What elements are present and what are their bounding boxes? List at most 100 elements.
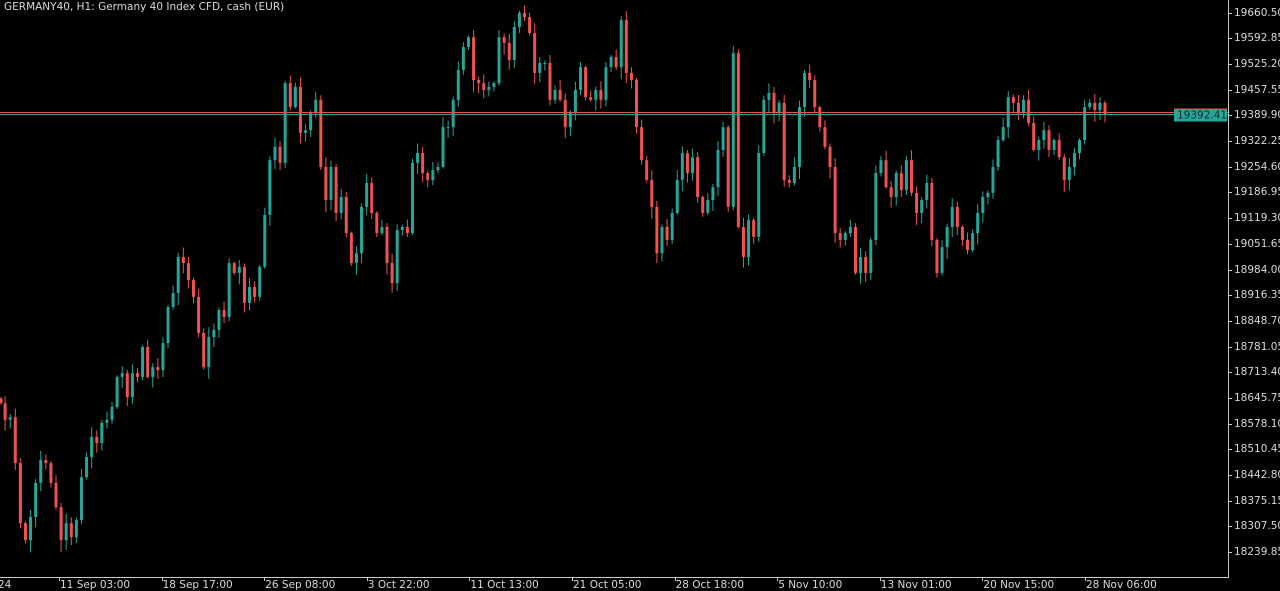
bull-candle <box>34 479 38 528</box>
bear-candle <box>833 158 837 243</box>
candle-body <box>176 256 180 294</box>
candle-body <box>451 99 455 128</box>
bull-candle <box>981 191 985 223</box>
candle-body <box>441 127 445 168</box>
candle-body <box>955 206 959 227</box>
bear-candle <box>319 95 323 171</box>
candle-body <box>522 12 526 18</box>
bull-candle <box>141 345 145 381</box>
candle-body <box>1037 140 1041 150</box>
price-axis[interactable] <box>1228 0 1229 578</box>
candle-body <box>64 523 68 541</box>
candle-body <box>416 152 420 163</box>
candle-body <box>1016 102 1020 114</box>
bull-candle <box>161 337 165 377</box>
candle-body <box>899 173 903 191</box>
candle-body <box>762 99 766 153</box>
bear-candle <box>752 217 756 244</box>
bull-candle <box>1098 97 1102 120</box>
candle-body <box>171 293 175 308</box>
candle-body <box>558 89 562 100</box>
price-tick <box>1228 89 1232 91</box>
candle-body <box>1098 102 1102 111</box>
candle-body <box>1103 102 1107 115</box>
bear-candle <box>930 178 934 247</box>
bull-candle <box>803 69 807 117</box>
bull-candle <box>716 141 720 197</box>
candle-body <box>797 107 801 168</box>
candle-body <box>380 226 384 234</box>
time-axis[interactable] <box>0 577 1229 578</box>
bull-candle <box>151 363 155 388</box>
bear-candle <box>960 225 964 246</box>
candle-body <box>29 517 33 541</box>
bear-candle <box>69 517 73 546</box>
bull-candle <box>843 231 847 246</box>
price-tick <box>1228 243 1232 245</box>
bull-candle <box>879 156 883 177</box>
candle-body <box>314 99 318 114</box>
bear-candle <box>584 65 588 101</box>
bear-candle <box>477 76 481 94</box>
bear-candle <box>135 367 139 383</box>
candle-body <box>940 247 944 273</box>
candle-body <box>242 266 246 303</box>
candle-body <box>497 37 501 84</box>
candle-body <box>232 263 236 273</box>
bear-candle <box>324 157 328 213</box>
candle-body <box>436 167 440 171</box>
bear-candle <box>1011 94 1015 112</box>
candle-body <box>874 173 878 240</box>
bull-candle <box>706 193 710 215</box>
bear-candle <box>1062 153 1066 193</box>
candle-body <box>696 157 700 198</box>
bear-candle <box>522 5 526 22</box>
bull-candle <box>976 203 980 245</box>
bull-candle <box>105 411 109 429</box>
candle-body <box>614 56 618 68</box>
candle-body <box>889 187 893 198</box>
candle-body <box>334 167 338 213</box>
bull-candle <box>416 143 420 174</box>
candle-body <box>446 127 450 129</box>
bull-candle <box>792 157 796 186</box>
candle-body <box>909 160 913 193</box>
time-tick-label: 26 Sep 08:00 <box>265 579 336 591</box>
candle-body <box>151 367 155 377</box>
candle-body <box>344 197 348 234</box>
bull-candle <box>1088 99 1092 110</box>
candle-body <box>920 200 924 213</box>
bull-candle <box>859 247 863 284</box>
candle-body <box>1042 130 1046 141</box>
candle-body <box>960 226 964 240</box>
time-tick-label: 13 Nov 01:00 <box>880 579 952 591</box>
bear-candle <box>156 357 160 379</box>
candle-body <box>533 33 537 73</box>
candle-body <box>986 192 990 198</box>
bear-candle <box>1057 133 1061 161</box>
bull-candle <box>517 10 521 34</box>
candle-body <box>741 226 745 257</box>
candlestick-plot[interactable] <box>0 0 1228 577</box>
bull-candle <box>431 162 435 186</box>
bear-candle <box>955 201 959 235</box>
candle-body <box>604 67 608 100</box>
bear-candle <box>502 33 506 55</box>
candle-body <box>3 403 7 420</box>
time-tick <box>982 577 984 581</box>
bear-candle <box>645 156 649 183</box>
bear-candle <box>298 77 302 144</box>
candle-body <box>843 233 847 240</box>
time-tick-label: 28 Oct 18:00 <box>675 579 745 591</box>
bear-candle <box>650 170 654 219</box>
bear-candle <box>1032 116 1036 152</box>
candle-body <box>1001 127 1005 141</box>
bull-candle <box>293 82 297 109</box>
bear-candle <box>49 460 53 488</box>
bear-candle <box>701 195 705 217</box>
price-tick-label: 18239.85 <box>1234 546 1280 558</box>
bear-candle <box>146 339 150 379</box>
candle-body <box>492 83 496 87</box>
candle-body <box>273 146 277 161</box>
price-tick-label: 19322.25 <box>1234 135 1280 148</box>
